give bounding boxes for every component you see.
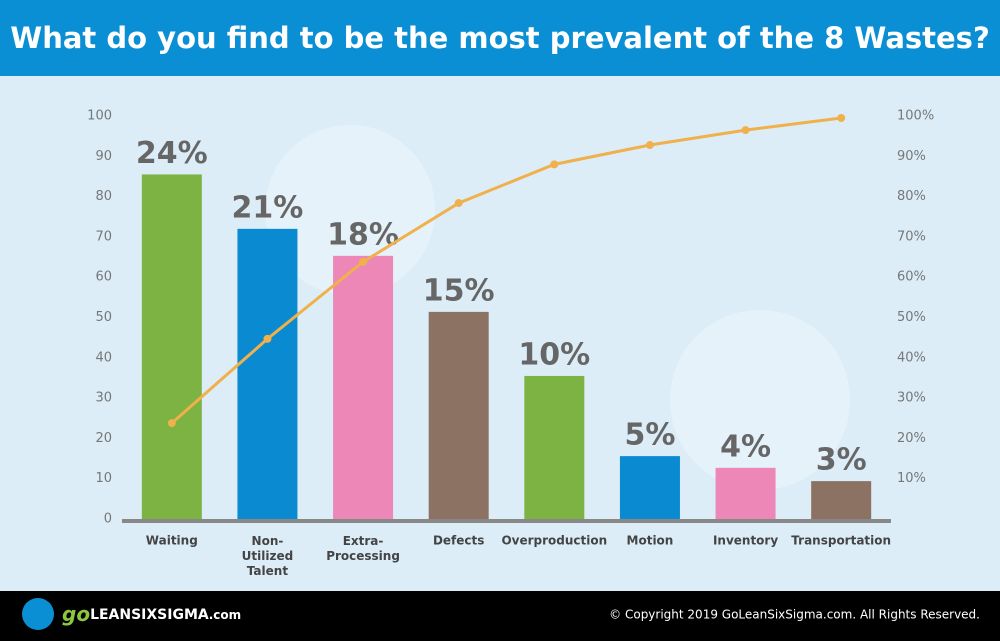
bar bbox=[141, 174, 202, 519]
bar bbox=[524, 375, 585, 519]
y-tick-label: 50 bbox=[95, 310, 112, 325]
bar bbox=[428, 311, 489, 519]
bar-label: 10% bbox=[518, 337, 590, 372]
line-point bbox=[741, 126, 750, 135]
line-point bbox=[550, 160, 559, 169]
line-point bbox=[645, 141, 654, 150]
y2-tick-label: 100% bbox=[897, 109, 934, 124]
bar-label: 5% bbox=[624, 418, 675, 453]
bar-label: 24% bbox=[136, 136, 208, 171]
y2-tick-label: 10% bbox=[897, 471, 926, 486]
line-point bbox=[359, 257, 368, 266]
line-point bbox=[263, 334, 272, 343]
bar-label: 15% bbox=[423, 273, 495, 308]
bar-label: 4% bbox=[720, 429, 771, 464]
chart-title: What do you find to be the most prevalen… bbox=[10, 21, 990, 55]
copyright: © Copyright 2019 GoLeanSixSigma.com. All… bbox=[609, 608, 980, 622]
cumulative-line bbox=[170, 116, 842, 425]
y-tick-label: 100 bbox=[87, 109, 112, 124]
line-point bbox=[837, 114, 846, 123]
y2-tick-label: 40% bbox=[897, 350, 926, 365]
x-tick-label: Transportation bbox=[791, 534, 891, 548]
bar-label: 3% bbox=[816, 443, 867, 478]
y-tick-label: 80 bbox=[95, 189, 112, 204]
bar bbox=[333, 255, 394, 519]
logo-icon bbox=[22, 598, 54, 630]
x-tick-label: Non-Utilized Talent bbox=[242, 534, 294, 578]
y-tick-label: 20 bbox=[95, 431, 112, 446]
y2-tick-label: 70% bbox=[897, 229, 926, 244]
x-tick-label: Waiting bbox=[146, 534, 198, 548]
y-tick-label: 10 bbox=[95, 471, 112, 486]
logo: goLEANSIXSIGMA.com bbox=[62, 602, 241, 626]
x-tick-label-line: Extra- bbox=[343, 534, 384, 548]
bar bbox=[811, 481, 872, 519]
logo-name: LEANSIXSIGMA bbox=[90, 607, 209, 623]
y-tick-label: 70 bbox=[95, 229, 112, 244]
footer-bar bbox=[0, 591, 1000, 641]
x-tick-label: Motion bbox=[627, 534, 674, 548]
y2-tick-label: 80% bbox=[897, 189, 926, 204]
line-point bbox=[454, 199, 463, 208]
x-tick-label-line: Talent bbox=[247, 564, 289, 578]
x-tick-label: Inventory bbox=[713, 534, 778, 548]
y2-tick-label: 30% bbox=[897, 391, 926, 406]
x-tick-label: Defects bbox=[433, 534, 484, 548]
x-tick-label: Extra-Processing bbox=[326, 534, 400, 563]
x-tick-label: Overproduction bbox=[501, 534, 607, 548]
x-tick-label-line: Utilized bbox=[242, 549, 294, 563]
logo-go: go bbox=[62, 602, 90, 626]
y-tick-label: 90 bbox=[95, 149, 112, 164]
y-tick-label: 40 bbox=[95, 350, 112, 365]
y2-tick-label: 50% bbox=[897, 310, 926, 325]
logo-suffix: .com bbox=[209, 608, 241, 622]
decor bbox=[670, 310, 850, 490]
decor bbox=[265, 125, 435, 295]
y-tick-label: 0 bbox=[104, 512, 112, 527]
y-tick-label: 60 bbox=[95, 270, 112, 285]
y-tick-label: 30 bbox=[95, 391, 112, 406]
bar bbox=[619, 456, 680, 519]
bar bbox=[715, 467, 776, 519]
bar bbox=[237, 228, 298, 519]
title-bar bbox=[0, 0, 1000, 76]
x-tick-label-line: Non- bbox=[252, 534, 284, 548]
bar-label: 21% bbox=[232, 190, 304, 225]
y2-tick-label: 60% bbox=[897, 270, 926, 285]
y2-tick-label: 90% bbox=[897, 149, 926, 164]
y2-tick-label: 20% bbox=[897, 431, 926, 446]
x-axis bbox=[122, 519, 891, 523]
x-tick-label-line: Processing bbox=[326, 549, 400, 563]
line-point bbox=[167, 419, 176, 428]
